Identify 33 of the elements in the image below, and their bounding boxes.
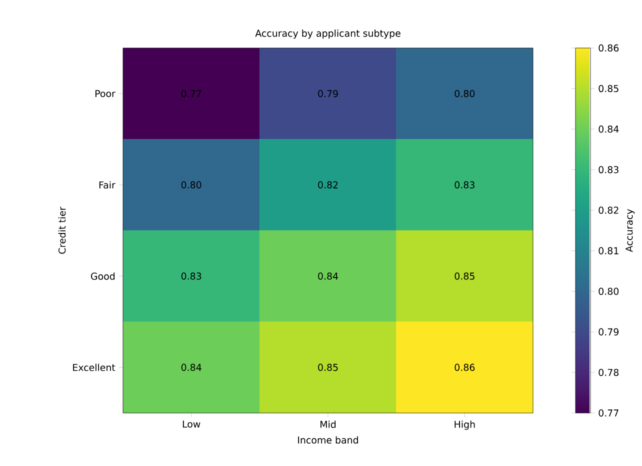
- y-tick-label: Fair: [99, 181, 116, 189]
- color-bar-label: 0.86: [598, 44, 619, 52]
- data-label: 0.83: [454, 181, 474, 188]
- color-bar-title: Accuracy: [626, 209, 635, 252]
- color-bar-label: 0.82: [598, 206, 618, 214]
- chart-title: Accuracy by applicant subtype: [255, 30, 400, 39]
- color-bar-label: 0.84: [598, 126, 619, 133]
- y-tick-label: Excellent: [73, 364, 116, 372]
- x-tick-label: Low: [182, 420, 200, 428]
- color-bar-label: 0.78: [598, 368, 619, 376]
- data-label: 0.79: [318, 90, 338, 98]
- y-tick-label: Poor: [95, 90, 116, 98]
- data-label: 0.84: [181, 364, 202, 371]
- color-bar-label: 0.80: [598, 288, 619, 295]
- x-tick-label: Mid: [320, 420, 336, 428]
- x-axis-title: Income band: [298, 436, 358, 444]
- color-bar-label: 0.83: [598, 166, 618, 174]
- x-tick-label: High: [454, 420, 475, 430]
- data-label: 0.86: [454, 364, 475, 371]
- data-label: 0.85: [318, 364, 338, 371]
- data-label: 0.77: [181, 90, 202, 98]
- color-bar-label: 0.85: [598, 84, 618, 92]
- data-label: 0.82: [318, 181, 338, 188]
- data-label: 0.80: [454, 90, 475, 98]
- data-label: 0.80: [181, 181, 202, 188]
- color-bar-label: 0.81: [598, 247, 618, 254]
- y-axis-title: Credit tier: [58, 206, 66, 254]
- data-label: 0.85: [454, 272, 474, 280]
- color-bar-label: 0.77: [598, 409, 618, 417]
- data-label: 0.84: [318, 272, 338, 280]
- y-tick-label: Good: [91, 272, 115, 280]
- data-label: 0.83: [181, 272, 202, 280]
- color-bar-label: 0.79: [598, 328, 619, 336]
